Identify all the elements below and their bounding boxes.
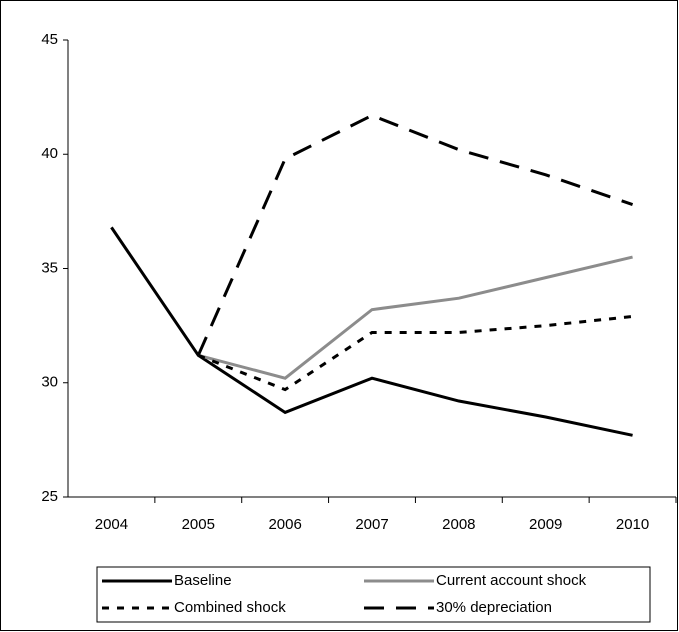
series-line [197,255,633,380]
y-tick-label: 40 [41,145,58,162]
series-line [197,314,633,392]
legend-box [96,566,651,623]
series-line [196,113,634,356]
y-tick-label: 25 [41,488,58,505]
y-tick-label: 45 [41,31,58,48]
x-tick-label: 2009 [529,516,562,533]
legend-label: 30% depreciation [436,599,552,616]
x-tick-label: 2007 [355,516,388,533]
x-tick-label: 2005 [182,516,215,533]
y-tick-label: 30 [41,374,58,391]
legend-label: Current account shock [436,572,587,589]
x-tick-label: 2010 [616,516,649,533]
legend-label: Combined shock [174,599,286,616]
y-tick-label: 35 [41,259,58,276]
legend-label: Baseline [174,572,232,589]
x-tick-label: 2004 [95,516,128,533]
x-tick-label: 2008 [442,516,475,533]
x-tick-label: 2006 [268,516,301,533]
